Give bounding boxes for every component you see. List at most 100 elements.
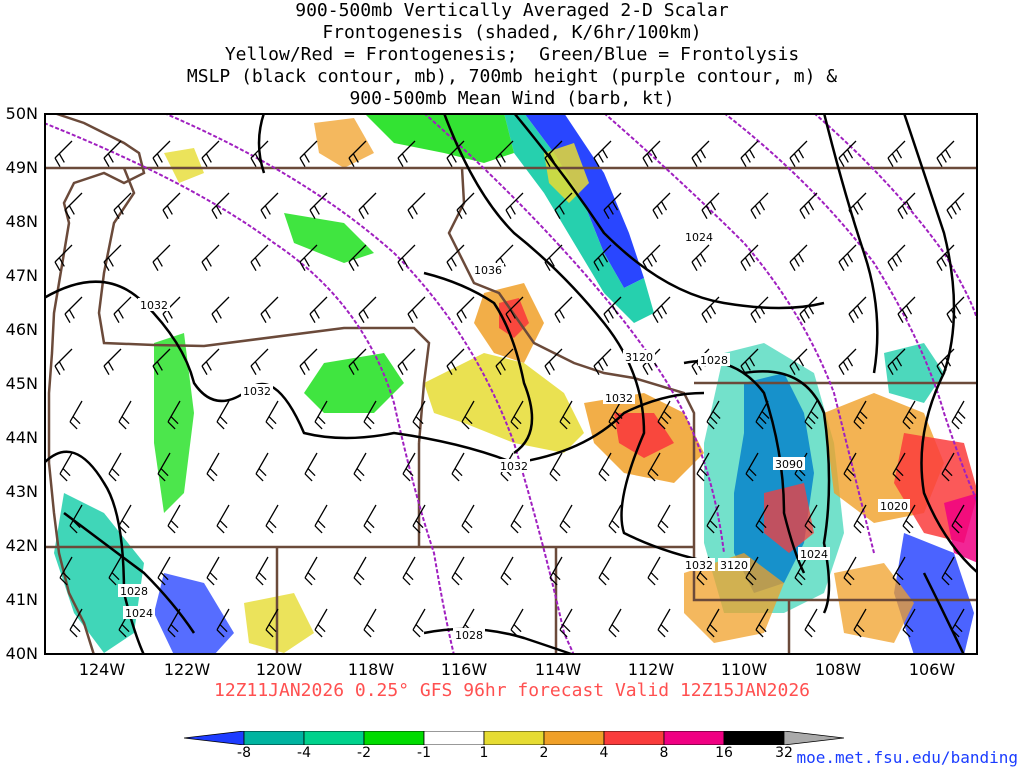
- wind-barb: [706, 608, 720, 638]
- mslp-contour-label-bg: [683, 558, 715, 571]
- wind-barb: [936, 140, 955, 168]
- wind-barb: [838, 244, 857, 272]
- wind-barb: [250, 348, 269, 376]
- lat-label: 44N: [5, 428, 38, 447]
- mslp-contour-label: 1032: [243, 385, 271, 398]
- wind-barb: [902, 608, 916, 638]
- wind-barb: [216, 400, 230, 430]
- border-line: [447, 167, 696, 547]
- wind-barb: [657, 608, 671, 638]
- wind-barb: [206, 452, 220, 482]
- title-line-4: MSLP (black contour, mb), 700mb height (…: [186, 66, 838, 87]
- wind-barb: [554, 296, 573, 324]
- wind-barb: [740, 244, 759, 272]
- frontolysis-area: [364, 113, 514, 163]
- wind-barb: [549, 452, 563, 482]
- wind-barb: [887, 348, 906, 376]
- height-contour: [723, 113, 978, 504]
- wind-barb: [853, 608, 867, 638]
- wind-barb: [113, 192, 132, 220]
- wind-barb: [108, 452, 122, 482]
- credit-url[interactable]: moe.met.fsu.edu/banding: [796, 748, 1018, 767]
- state-borders: [44, 113, 978, 655]
- wind-barb: [549, 556, 563, 586]
- wind-barb: [64, 296, 83, 324]
- wind-barb: [603, 296, 622, 324]
- wind-barb: [750, 192, 769, 220]
- wind-barb: [255, 556, 269, 586]
- wind-barb: [647, 556, 661, 586]
- wind-barb: [804, 608, 818, 638]
- wind-barb: [348, 244, 367, 272]
- wind-barb: [456, 192, 475, 220]
- frontogenesis-area: [164, 148, 204, 183]
- wind-barb: [838, 140, 857, 168]
- wind-barb: [162, 296, 181, 324]
- wind-barb: [701, 296, 720, 324]
- mslp-contour: [743, 370, 831, 614]
- mslp-contour: [423, 271, 534, 455]
- frontogenesis-area: [314, 118, 374, 168]
- lon-label: 106W: [908, 660, 956, 679]
- lon-label: 124W: [78, 660, 126, 679]
- wind-barb: [652, 296, 671, 324]
- wind-barb: [69, 504, 83, 534]
- mslp-contour-label-bg: [878, 499, 910, 512]
- wind-barb: [157, 452, 171, 482]
- lat-label: 41N: [5, 590, 38, 609]
- colorbar-label: -1: [417, 745, 431, 761]
- height-contour-label-bg: [718, 558, 750, 571]
- frontogenesis-area: [834, 563, 914, 643]
- wind-barb: [799, 296, 818, 324]
- lon-label: 112W: [627, 660, 675, 679]
- lat-label: 43N: [5, 482, 38, 501]
- lat-label: 42N: [5, 536, 38, 555]
- wind-barb: [353, 556, 367, 586]
- wind-barb: [848, 296, 867, 324]
- frontolysis-area: [154, 333, 194, 513]
- colorbar-swatch: [723, 731, 785, 745]
- wind-barb: [397, 244, 416, 272]
- wind-barb: [544, 244, 563, 272]
- wind-barb: [304, 556, 318, 586]
- wind-barb: [348, 140, 367, 168]
- wind-barb: [299, 348, 318, 376]
- wind-barb: [887, 244, 906, 272]
- contour-labels: 1032 1032 1036 1032 1032 1028 1024 1028 1024 1024…: [118, 230, 910, 642]
- wind-barb: [804, 504, 818, 534]
- wind-barb: [853, 400, 868, 430]
- title-line-3: Yellow/Red = Frontogenesis; Green/Blue =…: [224, 44, 800, 65]
- colorbar: [184, 731, 844, 745]
- mslp-contour-label-bg: [798, 547, 830, 560]
- wind-barb: [412, 400, 426, 430]
- mslp-contour-label: 1024: [800, 548, 828, 561]
- wind-barb: [167, 608, 181, 638]
- wind-barb: [804, 400, 819, 430]
- height-contour-label-bg: [773, 457, 805, 470]
- wind-barb: [397, 140, 416, 168]
- wind-barb: [309, 192, 328, 220]
- wind-barb: [167, 504, 181, 534]
- wind-barb: [211, 296, 230, 324]
- wind-barb: [461, 504, 475, 534]
- wind-barb: [755, 608, 769, 638]
- mslp-contour-label-bg: [118, 584, 150, 597]
- mslp-contour: [63, 512, 196, 634]
- wind-barb: [495, 348, 514, 376]
- wind-barb: [701, 192, 720, 220]
- mslp-contour-label: 1036: [474, 264, 502, 277]
- wind-barb: [103, 140, 122, 168]
- wind-barb: [201, 244, 220, 272]
- height-contour-label: 3120: [720, 559, 748, 572]
- wind-barb: [593, 244, 612, 272]
- mslp-contour-label-bg: [472, 263, 504, 276]
- wind-barb: [951, 504, 965, 534]
- lat-label: 48N: [5, 212, 38, 231]
- wind-barb: [451, 452, 465, 482]
- mslp-contour: [922, 572, 966, 655]
- map-frame: 1032 1032 1036 1032 1032 1028 1024 1028 1024 1024…: [44, 113, 978, 655]
- wind-barb: [216, 504, 230, 534]
- wind-barb: [897, 192, 916, 220]
- colorbar-swatch: [603, 731, 665, 745]
- wind-barb: [593, 348, 612, 376]
